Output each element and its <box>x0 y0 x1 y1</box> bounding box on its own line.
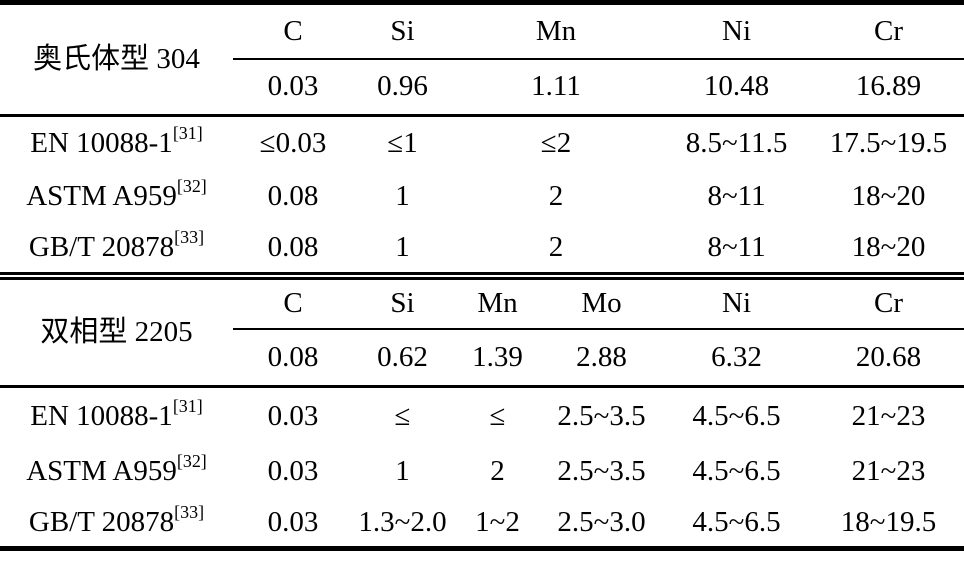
composition-value: 4.5~6.5 <box>692 399 781 432</box>
section2-measured-row: 0.08 0.62 1.39 2.88 6.32 20.68 <box>0 328 964 388</box>
measured-value: 0.08 <box>233 328 353 388</box>
section2-element-header-row: 双相型 2205 C Si Mn Mo Ni Cr <box>0 275 964 388</box>
composition-value: 8~11 <box>660 223 814 280</box>
element-header-cr: Cr <box>813 275 964 330</box>
composition-value: 2 <box>548 180 564 212</box>
composition-value: 0.03 <box>267 399 319 432</box>
composition-value: ≤ <box>394 399 411 432</box>
element-header-mn: Mn <box>452 2 661 60</box>
element-header-si: Si <box>353 2 452 60</box>
measured-value: 1.11 <box>452 58 661 117</box>
element-header-mn: Mn <box>452 275 543 330</box>
composition-value: 2.5~3.5 <box>557 399 646 432</box>
element-header-cr: Cr <box>813 2 964 60</box>
composition-value: 0.03 <box>233 498 353 551</box>
reference-superscript: [33] <box>174 502 205 523</box>
standard-name: EN 10088-1 <box>30 126 173 159</box>
measured-value: 20.68 <box>813 328 964 388</box>
standard-name: ASTM A959 <box>26 455 177 487</box>
standard-label: GB/T 20878[33] <box>0 498 233 551</box>
composition-value: 1 <box>395 455 410 487</box>
standard-row-en-304: EN 10088-1[31] ≤0.03 ≤1 ≤2 8.5~11.5 17.5… <box>0 116 964 170</box>
composition-value: 21~23 <box>851 399 926 432</box>
element-header-mo: Mo <box>543 275 661 330</box>
standard-name: GB/T 20878 <box>28 505 175 538</box>
measured-value: 0.62 <box>353 328 452 388</box>
reference-superscript: [32] <box>176 451 207 472</box>
composition-value: 21~23 <box>851 455 926 487</box>
standard-label: ASTM A959[32] <box>0 170 233 224</box>
reference-superscript: [31] <box>172 123 203 144</box>
element-header-si: Si <box>353 275 452 330</box>
composition-value: ≤0.03 <box>259 126 327 159</box>
standard-name: EN 10088-1 <box>30 399 173 432</box>
group-label-2205: 双相型 2205 <box>0 275 233 388</box>
element-header-c: C <box>233 2 353 60</box>
element-header-ni: Ni <box>660 2 814 60</box>
standard-label: EN 10088-1[31] <box>0 116 233 170</box>
standard-label: GB/T 20878[33] <box>0 223 233 280</box>
composition-value: 8.5~11.5 <box>685 126 788 159</box>
composition-value: 18~19.5 <box>813 498 964 551</box>
standard-row-astm-304: ASTM A959[32] 0.08 1 2 8~11 18~20 <box>0 170 964 224</box>
composition-table: 奥氏体型 304 C Si Mn Ni Cr 0.03 0.96 1.11 10… <box>0 0 964 551</box>
standard-row-en-2205: EN 10088-1[31] 0.03 ≤ ≤ 2.5~3.5 4.5~6.5 … <box>0 387 964 445</box>
standard-row-gbt-304: GB/T 20878[33] 0.08 1 2 8~11 18~20 <box>0 223 964 280</box>
composition-value: 17.5~19.5 <box>829 126 948 159</box>
composition-value: 2 <box>490 455 505 487</box>
element-header-ni: Ni <box>660 275 814 330</box>
composition-value: 1.3~2.0 <box>353 498 452 551</box>
composition-value: 2.5~3.0 <box>543 498 661 551</box>
reference-superscript: [31] <box>172 396 203 417</box>
standard-name: GB/T 20878 <box>28 231 175 263</box>
composition-value: 1 <box>395 180 410 212</box>
standard-name: ASTM A959 <box>26 180 177 212</box>
group-label-304: 奥氏体型 304 <box>0 2 233 117</box>
measured-value: 6.32 <box>660 328 814 388</box>
composition-value: 4.5~6.5 <box>660 498 814 551</box>
measured-value: 0.96 <box>353 58 452 117</box>
composition-value: 0.03 <box>267 455 319 487</box>
section1-element-header-row: 奥氏体型 304 C Si Mn Ni Cr <box>0 2 964 117</box>
element-header-c: C <box>233 275 353 330</box>
composition-value: ≤ <box>489 399 506 432</box>
measured-value: 2.88 <box>543 328 661 388</box>
reference-superscript: [32] <box>176 176 207 197</box>
composition-value: 2 <box>452 223 661 280</box>
composition-value: 0.08 <box>267 180 319 212</box>
composition-value: 2.5~3.5 <box>557 455 646 487</box>
composition-value: ≤1 <box>387 126 418 159</box>
measured-value: 10.48 <box>660 58 814 117</box>
composition-value: 1~2 <box>452 498 543 551</box>
composition-value: ≤2 <box>540 126 572 159</box>
measured-value: 1.39 <box>452 328 543 388</box>
standard-row-gbt-2205: GB/T 20878[33] 0.03 1.3~2.0 1~2 2.5~3.0 … <box>0 498 964 551</box>
measured-value: 16.89 <box>813 58 964 117</box>
standard-label: ASTM A959[32] <box>0 445 233 499</box>
standard-row-astm-2205: ASTM A959[32] 0.03 1 2 2.5~3.5 4.5~6.5 2… <box>0 445 964 499</box>
composition-value: 0.08 <box>233 223 353 280</box>
measured-value: 0.03 <box>233 58 353 117</box>
section1-measured-row: 0.03 0.96 1.11 10.48 16.89 <box>0 58 964 117</box>
composition-value: 8~11 <box>707 180 766 212</box>
reference-superscript: [33] <box>174 227 205 248</box>
composition-value: 18~20 <box>851 180 926 212</box>
composition-value: 4.5~6.5 <box>692 455 781 487</box>
composition-value: 18~20 <box>813 223 964 280</box>
composition-value: 1 <box>353 223 452 280</box>
standard-label: EN 10088-1[31] <box>0 387 233 445</box>
